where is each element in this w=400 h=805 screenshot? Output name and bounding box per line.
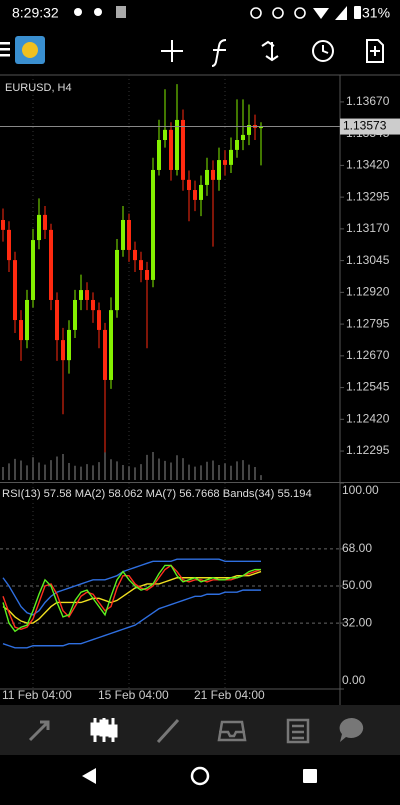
back-button[interactable] bbox=[82, 768, 96, 784]
candle-body bbox=[109, 310, 113, 380]
trade-button[interactable] bbox=[261, 40, 279, 62]
candle-body bbox=[229, 149, 233, 165]
current-price-box bbox=[340, 118, 400, 135]
candle-body bbox=[19, 320, 23, 341]
candle-body bbox=[37, 214, 41, 241]
candle-body bbox=[25, 299, 29, 341]
plot-layer: 1.136701.135451.134201.132951.131701.130… bbox=[0, 75, 400, 702]
y-tick-label: 1.12795 bbox=[346, 316, 390, 330]
candle-body bbox=[217, 160, 221, 180]
candle-body bbox=[247, 125, 251, 135]
crosshair-button[interactable] bbox=[161, 40, 183, 62]
rsi-line bbox=[2, 589, 261, 649]
nav-news[interactable] bbox=[286, 718, 310, 744]
x-tick-label: 15 Feb 04:00 bbox=[98, 688, 169, 702]
candle-body bbox=[199, 184, 203, 200]
recents-button[interactable] bbox=[303, 769, 317, 783]
candle-body bbox=[211, 169, 215, 180]
candle-body bbox=[49, 229, 53, 300]
y-tick-label: 0.00 bbox=[342, 673, 366, 687]
x-tick-label: 21 Feb 04:00 bbox=[194, 688, 265, 702]
candle-body bbox=[145, 270, 149, 280]
y-tick-label: 1.12920 bbox=[346, 285, 390, 299]
system-nav bbox=[82, 766, 317, 786]
toolbar bbox=[0, 36, 384, 67]
nav-quotes[interactable] bbox=[28, 720, 50, 742]
status-icons bbox=[74, 6, 361, 20]
candle-body bbox=[13, 260, 17, 321]
battery-level: 31% bbox=[362, 5, 390, 21]
nav-trade[interactable] bbox=[156, 718, 180, 744]
x-tick-label: 11 Feb 04:00 bbox=[2, 688, 72, 702]
y-tick-label: 1.13295 bbox=[346, 189, 390, 203]
candle-body bbox=[223, 160, 227, 165]
rsi-line bbox=[2, 570, 262, 624]
candle-body bbox=[157, 140, 161, 170]
candle-body bbox=[85, 290, 89, 300]
y-tick-label: 1.13045 bbox=[346, 253, 390, 267]
y-tick-label: 100.00 bbox=[342, 483, 379, 497]
candle-body bbox=[133, 249, 137, 261]
y-tick-label: 1.13670 bbox=[346, 94, 390, 108]
y-tick-label: 1.13420 bbox=[346, 158, 390, 172]
candle-body bbox=[115, 249, 119, 311]
candle-body bbox=[67, 329, 71, 361]
candle-body bbox=[97, 310, 101, 330]
nav-icons bbox=[28, 717, 364, 744]
rsi-title: RSI(13) 57.58 MA(2) 58.062 MA(7) 56.7668… bbox=[2, 488, 312, 500]
candle-body bbox=[175, 119, 179, 170]
rsi-line bbox=[2, 558, 261, 616]
menu-button[interactable] bbox=[0, 42, 10, 57]
nav-chart[interactable] bbox=[90, 718, 118, 742]
home-button[interactable] bbox=[190, 766, 210, 786]
indicators-button[interactable] bbox=[211, 39, 227, 67]
candle-body bbox=[181, 119, 185, 180]
y-tick-label: 1.12295 bbox=[346, 443, 390, 457]
candle-body bbox=[79, 290, 83, 300]
current-price-label: 1.13573 bbox=[343, 119, 387, 133]
candle-body bbox=[151, 169, 155, 280]
period-button[interactable] bbox=[312, 40, 334, 62]
candle-body bbox=[31, 240, 35, 300]
candle-body bbox=[103, 329, 107, 380]
y-tick-label: 1.12670 bbox=[346, 348, 390, 362]
candle-body bbox=[139, 260, 143, 271]
candle-body bbox=[55, 299, 59, 341]
candle-body bbox=[259, 127, 263, 129]
candle-body bbox=[193, 190, 197, 200]
nav-messages[interactable] bbox=[339, 717, 364, 742]
app-icon-emblem bbox=[22, 42, 38, 58]
bottom-nav bbox=[0, 705, 400, 755]
candle-body bbox=[61, 340, 65, 361]
candle-body bbox=[1, 219, 5, 230]
chart-frame bbox=[0, 74, 400, 705]
nav-history[interactable] bbox=[217, 720, 247, 742]
candle-body bbox=[205, 169, 209, 185]
candle-body bbox=[235, 140, 239, 150]
candle-body bbox=[121, 219, 125, 250]
candle-body bbox=[241, 134, 245, 141]
candle-body bbox=[43, 214, 47, 230]
rsi-line bbox=[2, 564, 261, 633]
candle-body bbox=[127, 219, 131, 250]
y-tick-label: 50.00 bbox=[342, 578, 372, 592]
y-tick-label: 1.13170 bbox=[346, 221, 390, 235]
y-tick-label: 68.00 bbox=[342, 541, 372, 555]
candle-body bbox=[91, 299, 95, 311]
y-tick-label: 1.12420 bbox=[346, 411, 390, 425]
chart-title: EURUSD, H4 bbox=[5, 82, 72, 94]
candle-body bbox=[169, 129, 173, 170]
template-button[interactable] bbox=[366, 39, 384, 63]
candle-body bbox=[163, 129, 167, 141]
candle-body bbox=[187, 179, 191, 191]
candle-body bbox=[7, 229, 11, 261]
candle-body bbox=[73, 299, 77, 330]
y-tick-label: 32.00 bbox=[342, 615, 372, 629]
y-tick-label: 1.12545 bbox=[346, 380, 390, 394]
status-time: 8:29:32 bbox=[12, 5, 59, 21]
